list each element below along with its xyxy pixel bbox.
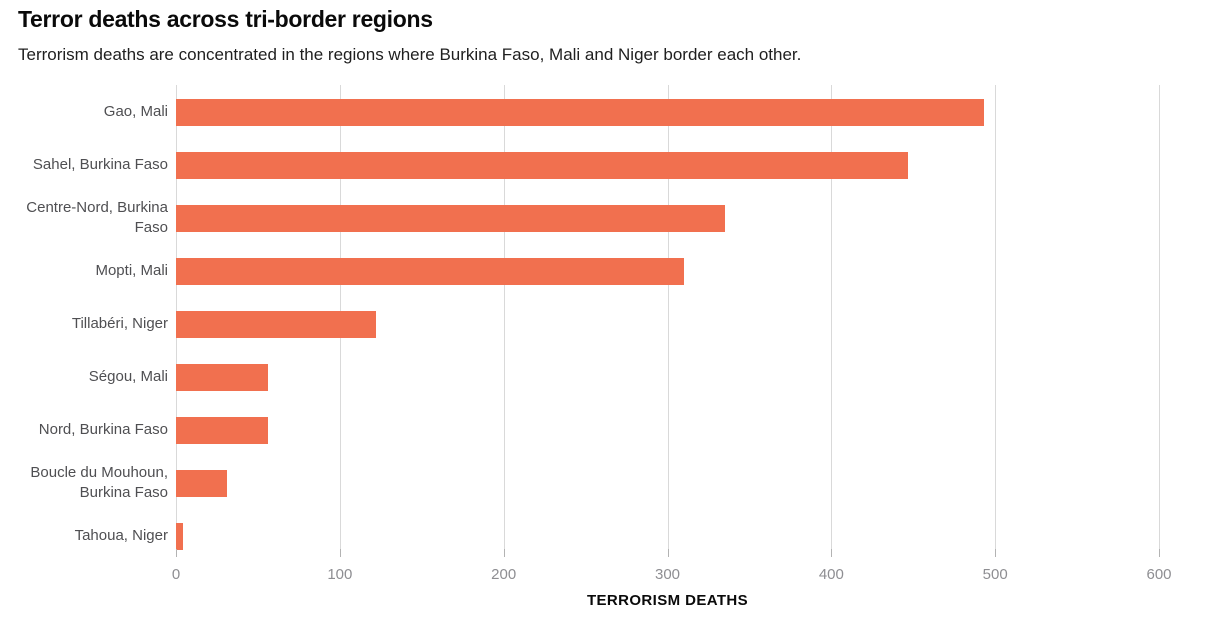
gridline bbox=[503, 85, 505, 549]
category-label: Boucle du Mouhoun, Burkina Faso bbox=[30, 464, 168, 501]
tick-mark bbox=[176, 549, 177, 557]
bar bbox=[176, 522, 183, 550]
category-label: Gao, Mali bbox=[103, 103, 168, 121]
bar bbox=[176, 310, 376, 338]
gridline bbox=[667, 85, 669, 549]
x-tick-label: 300 bbox=[654, 566, 681, 583]
plot-area bbox=[176, 85, 1160, 550]
x-tick-label: 400 bbox=[818, 566, 844, 583]
bar bbox=[176, 204, 725, 232]
chart-subtitle: Terrorism deaths are concentrated in the… bbox=[18, 45, 802, 64]
bar bbox=[176, 469, 227, 497]
tick-mark bbox=[503, 549, 505, 557]
bar bbox=[176, 151, 909, 179]
category-label: Mopti, Mali bbox=[95, 262, 168, 280]
tick-mark bbox=[339, 549, 341, 557]
category-label: Tillabéri, Niger bbox=[71, 315, 168, 333]
bar bbox=[176, 257, 684, 285]
x-tick-label: 200 bbox=[491, 566, 517, 583]
category-label: Centre-Nord, Burkina Faso bbox=[26, 199, 168, 236]
gridline bbox=[1159, 85, 1160, 549]
bar bbox=[176, 363, 268, 391]
bar bbox=[176, 416, 268, 444]
category-label: Sahel, Burkina Faso bbox=[32, 156, 168, 174]
gridline bbox=[831, 85, 833, 549]
x-tick-label: 100 bbox=[327, 566, 353, 583]
category-label: Nord, Burkina Faso bbox=[38, 421, 168, 439]
tick-mark bbox=[831, 549, 833, 557]
bar bbox=[176, 98, 984, 126]
category-label: Ségou, Mali bbox=[88, 368, 168, 386]
x-tick-label: 0 bbox=[171, 566, 181, 583]
tick-mark bbox=[995, 549, 997, 557]
tick-mark bbox=[667, 549, 669, 557]
category-label: Tahoua, Niger bbox=[74, 527, 168, 545]
x-tick-label: 500 bbox=[982, 566, 1008, 583]
chart-title: Terror deaths across tri-border regions bbox=[18, 6, 433, 32]
x-tick-label: 600 bbox=[1146, 566, 1172, 583]
tick-mark bbox=[1159, 549, 1160, 557]
gridline bbox=[995, 85, 997, 549]
x-axis-title: TERRORISM DEATHS bbox=[586, 592, 749, 609]
